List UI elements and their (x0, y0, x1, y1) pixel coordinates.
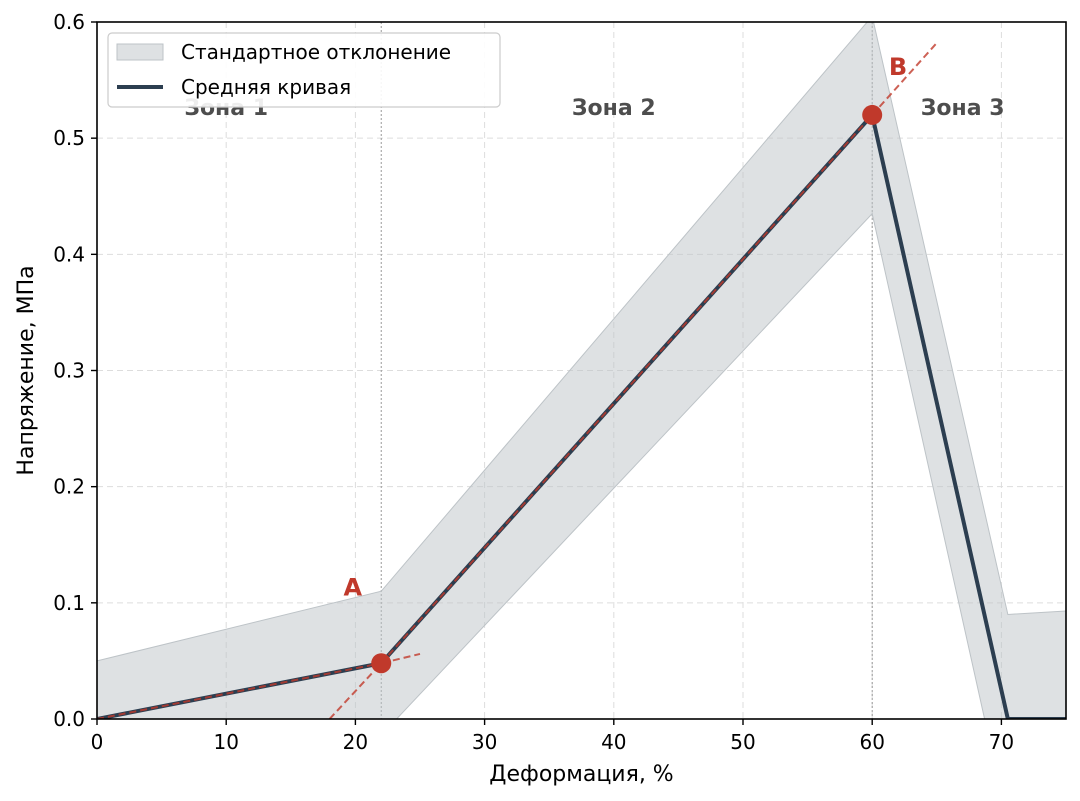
key-point-marker (862, 104, 883, 125)
y-tick-label: 0.3 (53, 359, 85, 383)
fit-lines-layer (97, 42, 938, 719)
std-band (97, 22, 1066, 719)
fit-line (380, 114, 873, 664)
y-tick-label: 0.2 (53, 475, 85, 499)
x-tick-label: 10 (213, 730, 238, 754)
y-tick-label: 0.5 (53, 126, 85, 150)
key-point-label: A (344, 574, 363, 602)
y-tick-label: 0.6 (53, 10, 85, 34)
x-tick-label: 60 (859, 730, 884, 754)
key-point-marker (371, 653, 392, 674)
std-band-layer (97, 22, 1066, 719)
y-tick-label: 0.4 (53, 242, 85, 266)
zone-label: Зона 2 (572, 96, 656, 121)
legend-box (107, 32, 501, 108)
key-points: AB (344, 53, 907, 674)
key-point-label: B (889, 53, 907, 81)
x-tick-label: 20 (343, 730, 368, 754)
x-tick-label: 70 (989, 730, 1014, 754)
fit-line (871, 42, 938, 116)
legend: Стандартное отклонение Средняя кривая (107, 32, 501, 108)
ticks: 0 10 20 30 40 50 60 70 0.0 0.1 0.2 0.3 0.4 0.5 0.6 (53, 10, 1014, 754)
y-axis-label: Напряжение, МПа (14, 265, 39, 475)
fit-line (328, 652, 421, 719)
x-tick-label: 0 (91, 730, 104, 754)
x-tick-label: 40 (601, 730, 626, 754)
legend-band-swatch (116, 43, 164, 61)
x-tick-label: 50 (730, 730, 755, 754)
y-tick-label: 0.1 (53, 591, 85, 615)
y-tick-label: 0.0 (53, 707, 85, 731)
x-axis-label: Деформация, % (489, 762, 673, 787)
x-tick-label: 30 (472, 730, 497, 754)
fit-line (97, 662, 382, 719)
legend-band-label: Стандартное отклонение (181, 40, 451, 64)
zone-label: Зона 3 (921, 96, 1005, 121)
legend-line-label: Средняя кривая (181, 75, 351, 99)
